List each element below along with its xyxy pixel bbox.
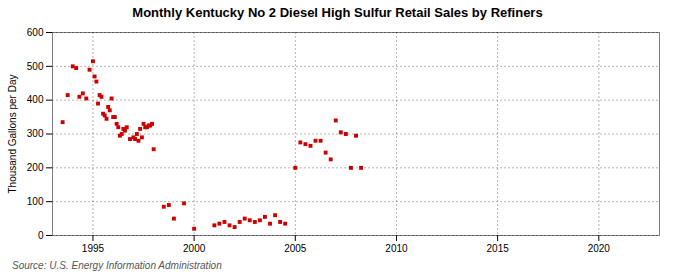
html-text:Monthly Kentucky No 2 Diesel H: Monthly Kentucky No 2 Diesel High Sulfur… [132, 5, 543, 20]
svg-text:500: 500 [27, 61, 44, 72]
html-text:Source: U.S. Energy Informatio: Source: U.S. Energy Information Administ… [12, 260, 222, 271]
svg-text:2005: 2005 [284, 243, 307, 254]
svg-text:2010: 2010 [385, 243, 408, 254]
svg-text:400: 400 [27, 94, 44, 105]
svg-text:2015: 2015 [487, 243, 510, 254]
svg-text:2000: 2000 [183, 243, 206, 254]
svg-text:1995: 1995 [82, 243, 105, 254]
svg-text:600: 600 [27, 27, 44, 38]
svg-text:0: 0 [38, 230, 44, 241]
svg-text:100: 100 [27, 196, 44, 207]
svg-text:Thousand Gallons per Day: Thousand Gallons per Day [7, 75, 18, 194]
svg-text:300: 300 [27, 128, 44, 139]
svg-text:200: 200 [27, 162, 44, 173]
svg-text:2020: 2020 [588, 243, 611, 254]
